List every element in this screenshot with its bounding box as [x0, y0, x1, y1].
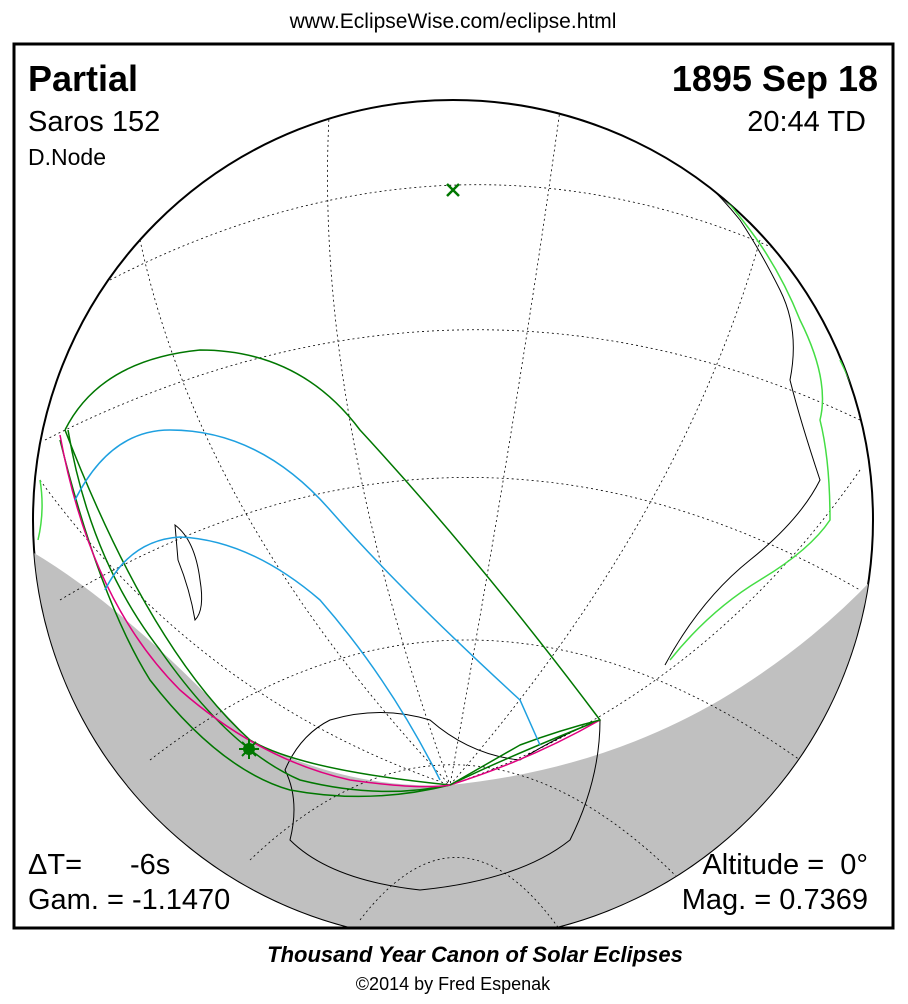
time: 20:44 TD: [747, 106, 866, 138]
graticule: [39, 100, 861, 928]
node: D.Node: [28, 144, 106, 170]
globe: [32, 99, 874, 928]
saros: Saros 152: [28, 106, 160, 138]
gamma: Gam. = -1.1470: [28, 884, 230, 916]
url: www.EclipseWise.com/eclipse.html: [289, 10, 617, 33]
delta-t-value: -6s: [130, 849, 170, 881]
altitude: Altitude = 0°: [702, 849, 868, 881]
frame: [12, 42, 895, 930]
magnitude: Mag. = 0.7369: [682, 884, 868, 916]
eclipse-date: 1895 Sep 18: [672, 58, 878, 99]
subsolar-marker: [446, 183, 460, 197]
eclipse-curves: [59, 349, 602, 798]
eclipse-type: Partial: [28, 58, 138, 99]
night-shade: [33, 545, 873, 928]
greatest-eclipse-marker: [239, 739, 259, 759]
copyright: ©2014 by Fred Espenak: [356, 974, 551, 994]
delta-t-label: ΔT=: [28, 849, 82, 881]
footer-title: Thousand Year Canon of Solar Eclipses: [267, 942, 683, 967]
